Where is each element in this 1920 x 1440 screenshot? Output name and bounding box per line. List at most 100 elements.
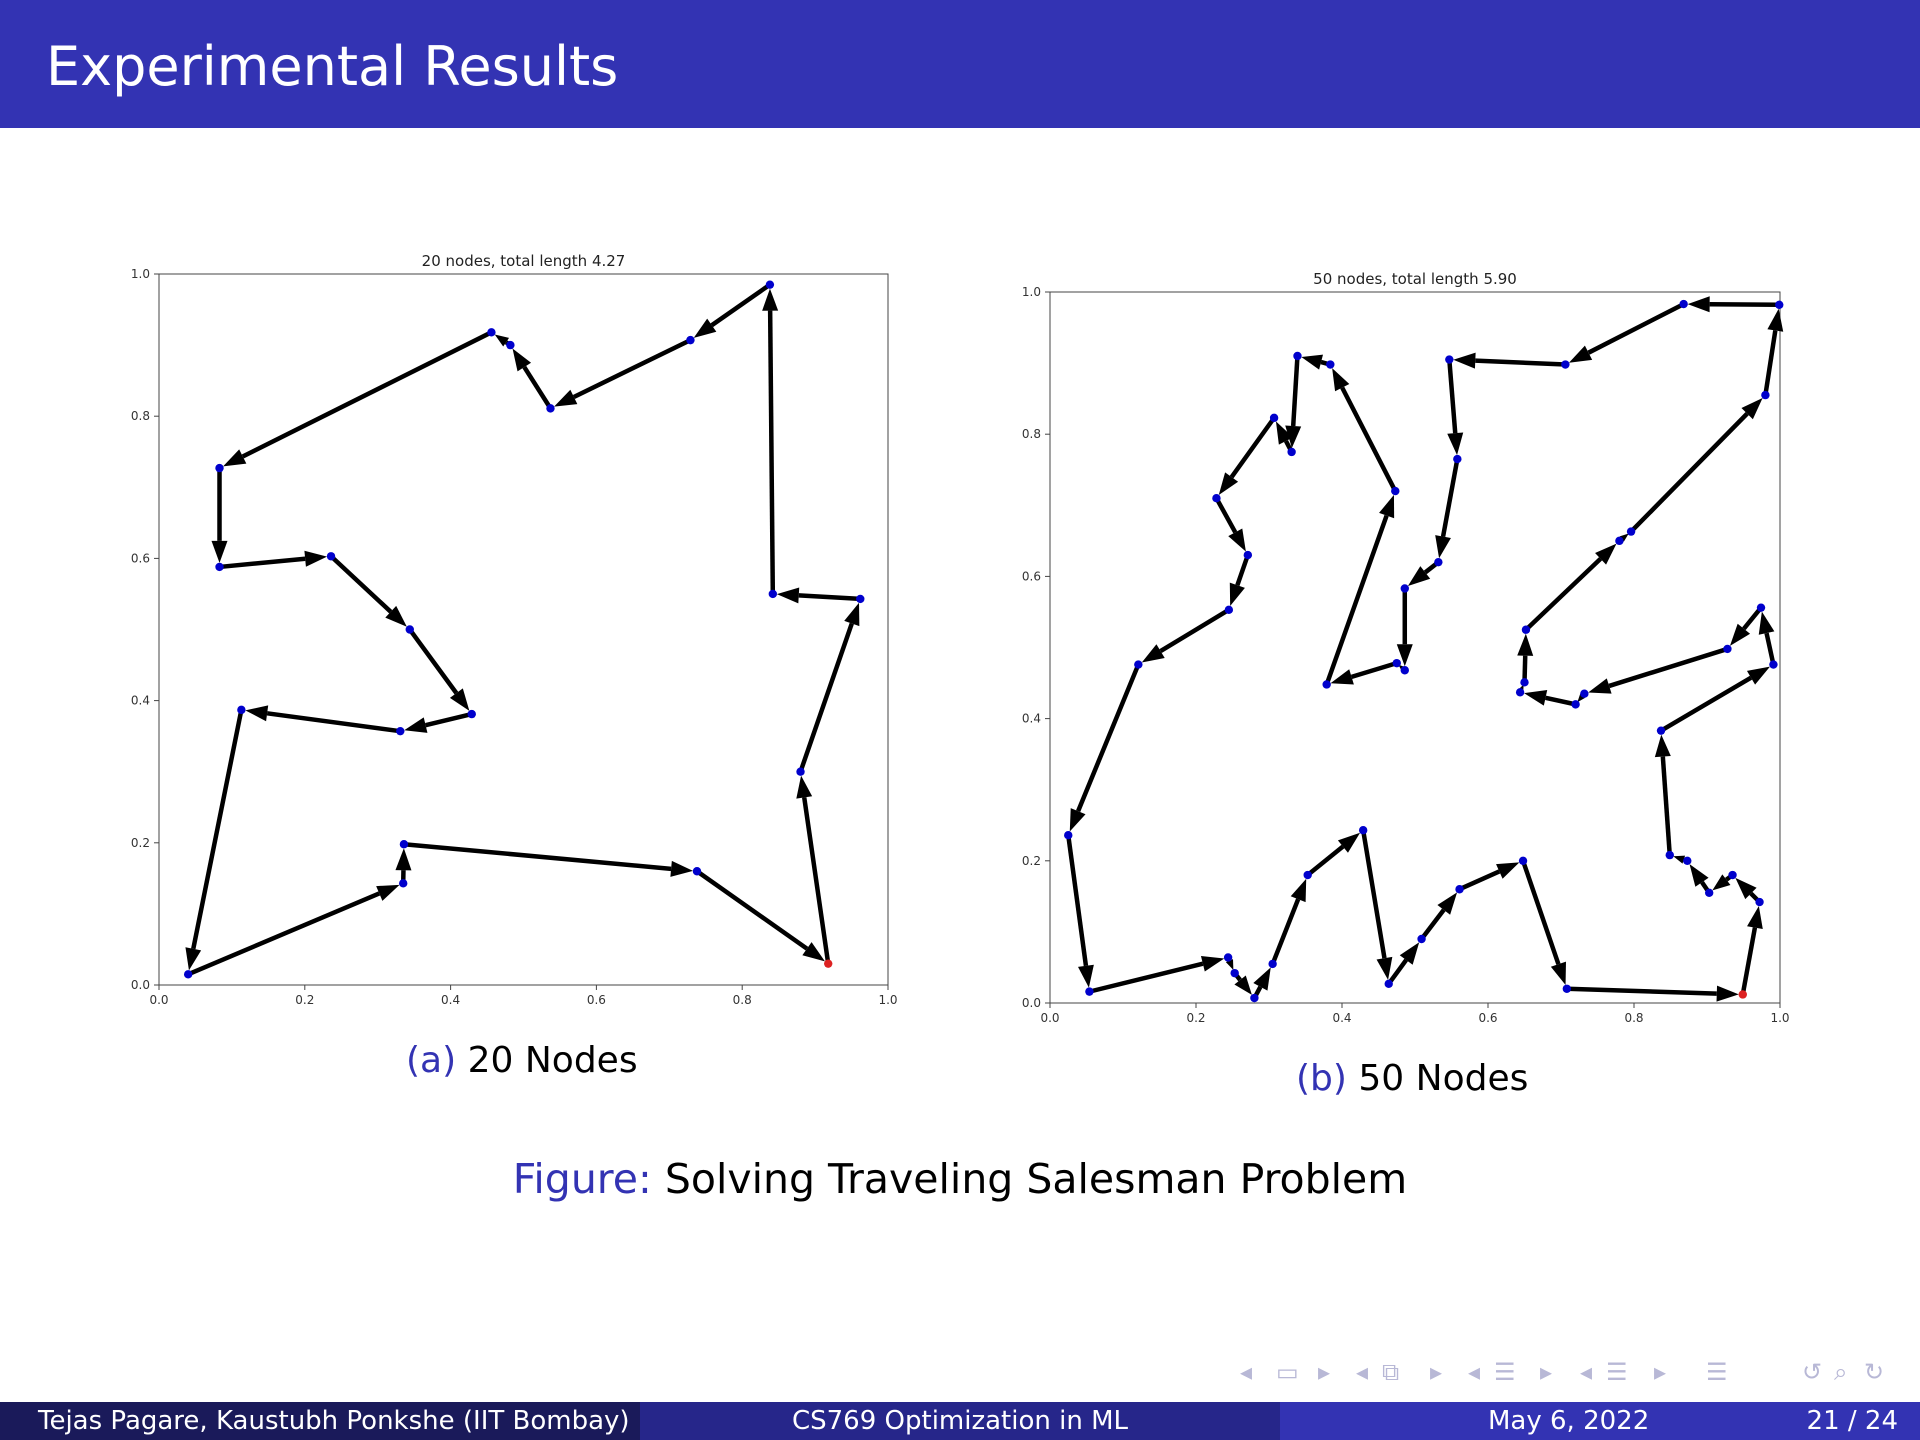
chart2-title: 50 nodes, total length 5.90 xyxy=(1313,270,1517,288)
beamer-navigation: ◂ ▭ ▸ ◂ ⧉ ▸ ◂ ☰ ▸ ◂ ☰ ▸ ☰ ↺ ⌕ ↻ xyxy=(1240,1358,1910,1390)
chart-20-nodes-svg: 20 nodes, total length 4.27 0.0 0.2 0.4 0.6 0… xyxy=(131,252,898,1007)
chart2-node xyxy=(1358,826,1368,835)
chart2-path-arrowhead xyxy=(1550,961,1566,985)
chart2-path-segment xyxy=(1324,514,1389,686)
figure-caption: Figure: Solving Traveling Salesman Probl… xyxy=(0,1155,1920,1203)
chart2-path-segment xyxy=(1306,844,1345,877)
nav-right-arrow-icon[interactable]: ▸ xyxy=(1430,1358,1443,1386)
chart2-node xyxy=(1723,644,1732,654)
chart2-ytick-label: 0.4 xyxy=(1022,712,1041,726)
section-icon[interactable]: ☰ xyxy=(1494,1358,1516,1386)
chart2-path-arrowhead xyxy=(1588,678,1612,694)
nav-right-arrow-icon[interactable]: ▸ xyxy=(1540,1358,1553,1386)
figure-caption-label: Figure: xyxy=(512,1155,652,1203)
chart1-path-segment xyxy=(710,282,772,328)
chart1-xtick-label: 0.4 xyxy=(441,993,460,1007)
chart2-path-segment xyxy=(1740,927,1758,995)
chart1-path-segment xyxy=(695,869,809,951)
chart2-node xyxy=(1269,413,1279,423)
chart2-path-segment xyxy=(1088,961,1204,994)
nav-left-arrow-icon[interactable]: ◂ xyxy=(1356,1358,1369,1386)
chart1-path-arrowhead xyxy=(211,540,228,563)
frame-icon[interactable]: ▭ xyxy=(1276,1358,1299,1386)
slide-footer: Tejas Pagare, Kaustubh Ponkshe (IIT Bomb… xyxy=(0,1402,1920,1440)
nav-left-arrow-icon[interactable]: ◂ xyxy=(1240,1358,1253,1386)
chart2-path-segment xyxy=(1520,860,1561,965)
chart2-xtick-label: 0.4 xyxy=(1332,1011,1351,1025)
chart1-node xyxy=(405,625,414,634)
chart2-node xyxy=(1384,979,1393,989)
chart1-ytick-label: 0.0 xyxy=(131,978,150,992)
chart2-path-segment xyxy=(1270,898,1301,965)
chart2-node xyxy=(1085,987,1094,996)
chart2-node xyxy=(1326,360,1335,369)
chart2-node xyxy=(1453,454,1462,464)
chart2-path-arrowhead xyxy=(1595,543,1617,565)
chart2-node xyxy=(1704,888,1714,897)
chart-50-nodes: 50 nodes, total length 5.90 0.0 0.2 0.4 0.6 0… xyxy=(1010,268,1900,1028)
chart2-path-arrowhead xyxy=(1729,623,1751,646)
chart1-path-arrowhead xyxy=(223,449,247,467)
footer-course-text: CS769 Optimization in ML xyxy=(791,1406,1129,1436)
chart2-node xyxy=(1571,700,1580,709)
chart2-path-arrowhead xyxy=(1517,633,1534,656)
chart2-node xyxy=(1756,603,1766,612)
redo-icon[interactable]: ↻ xyxy=(1864,1358,1885,1386)
nav-left-arrow-icon[interactable]: ◂ xyxy=(1580,1358,1593,1386)
chart1-start-node xyxy=(824,959,833,968)
chart1-ytick-label: 0.8 xyxy=(131,409,150,423)
chart2-path-arrowhead xyxy=(1689,864,1709,887)
chart2-node xyxy=(1518,856,1528,865)
subcaption-a-label: (a) xyxy=(406,1040,457,1081)
chart2-node xyxy=(1520,678,1529,687)
search-icon[interactable]: ⌕ xyxy=(1834,1358,1848,1386)
footer-page-number: 21 / 24 xyxy=(1806,1406,1898,1436)
chart2-path-arrowhead xyxy=(1229,582,1245,607)
chart2-path-arrowhead xyxy=(1447,432,1464,456)
chart1-path-segment xyxy=(522,365,553,410)
chart1-path-arrowhead xyxy=(762,288,779,311)
chart2-node xyxy=(1775,300,1784,309)
chart1-path-arrowhead xyxy=(693,318,717,338)
chart1-path-arrowhead xyxy=(802,942,825,962)
chart2-node xyxy=(1445,355,1454,364)
chart1-node xyxy=(856,594,865,604)
chart2-node xyxy=(1400,584,1409,593)
chart-50-nodes-svg: 50 nodes, total length 5.90 0.0 0.2 0.4 0.6 0… xyxy=(1022,270,1790,1025)
chart1-node xyxy=(546,404,555,413)
chart1-node xyxy=(237,705,246,715)
undo-icon[interactable]: ↺ xyxy=(1802,1358,1823,1386)
chart1-node xyxy=(686,335,695,345)
chart2-xtick-label: 0.0 xyxy=(1040,1011,1059,1025)
chart2-node xyxy=(1615,536,1624,546)
chart1-path-segment xyxy=(219,556,306,570)
chart2-path-segment xyxy=(1290,355,1300,427)
chart1-frame xyxy=(158,273,889,986)
chart1-path-segment xyxy=(798,593,861,602)
chart2-ytick-label: 0.2 xyxy=(1022,854,1041,868)
chart2-ytick-label: 0.6 xyxy=(1022,569,1041,583)
slide-icon[interactable]: ☰ xyxy=(1606,1358,1628,1386)
chart2-path-segment xyxy=(1350,660,1398,680)
chart2-path-arrowhead xyxy=(1735,877,1757,900)
chart1-xtick-label: 0.2 xyxy=(295,993,314,1007)
nav-right-arrow-icon[interactable]: ▸ xyxy=(1318,1358,1331,1386)
chart1-ytick-label: 0.6 xyxy=(131,551,150,565)
chart2-xtick-label: 0.6 xyxy=(1478,1011,1497,1025)
chart1-ytick-label: 0.2 xyxy=(131,836,150,850)
chart2-path-arrowhead xyxy=(1330,669,1354,685)
nav-right-arrow-icon[interactable]: ▸ xyxy=(1654,1358,1667,1386)
chart2-path-segment xyxy=(1066,834,1089,967)
chart2-path-segment xyxy=(1076,663,1141,813)
chart2-ytick-label: 0.8 xyxy=(1022,427,1041,441)
subsection-icon[interactable]: ⧉ xyxy=(1382,1358,1400,1386)
chart1-path-arrowhead xyxy=(844,602,860,627)
chart1-path-segment xyxy=(266,711,401,734)
toc-icon[interactable]: ☰ xyxy=(1706,1358,1728,1386)
chart2-path-arrowhead xyxy=(1437,892,1458,915)
chart2-path-arrowhead xyxy=(1285,425,1302,448)
chart2-path-arrowhead xyxy=(1332,368,1350,392)
nav-left-arrow-icon[interactable]: ◂ xyxy=(1468,1358,1481,1386)
chart2-path-arrowhead xyxy=(1275,421,1294,445)
chart2-node xyxy=(1665,850,1674,860)
